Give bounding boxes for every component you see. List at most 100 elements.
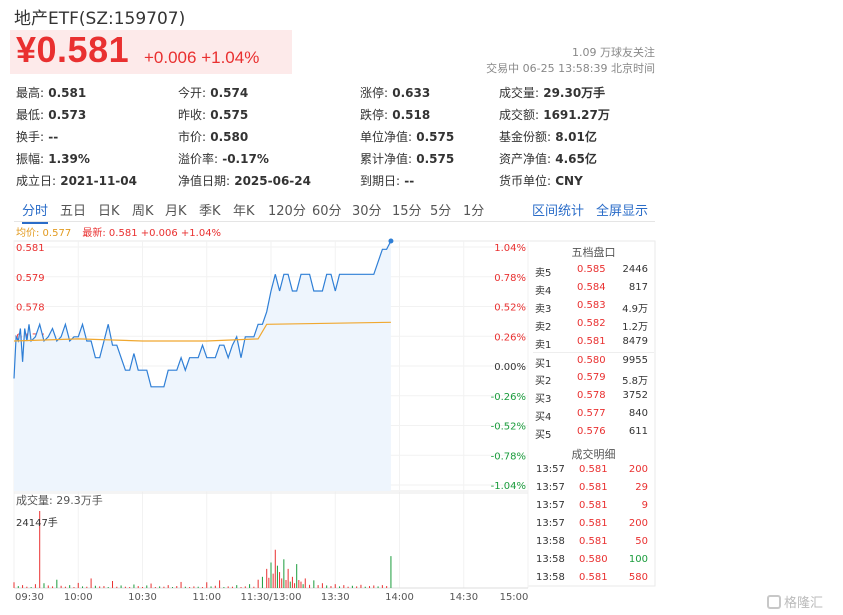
info-cell: 最低: 0.573 (16, 106, 86, 123)
tab-6[interactable]: 年K (233, 204, 255, 219)
orderbook-level: 卖2 (535, 322, 552, 333)
tab-1[interactable]: 五日 (60, 204, 87, 219)
avg-price-legend: 均价: 0.577 (16, 228, 72, 239)
info-label: 最低: (16, 108, 45, 122)
tab-8[interactable]: 60分 (312, 204, 342, 219)
orderbook-volume: 2446 (622, 264, 648, 275)
price-line (13, 240, 392, 388)
volume-max-label: 24147手 (16, 518, 58, 529)
trade-price: 0.581 (579, 500, 608, 511)
trade-row: 13:58 0.581 580 (533, 570, 654, 588)
orderbook-price: 0.580 (577, 355, 606, 366)
orderbook-level: 买4 (535, 412, 552, 423)
orderbook-volume: 5.8万 (622, 376, 648, 387)
tab-10[interactable]: 15分 (392, 204, 422, 219)
info-cell: 最高: 0.581 (16, 84, 86, 101)
info-label: 成交额: (499, 108, 540, 122)
trade-price: 0.581 (579, 464, 608, 475)
info-label: 净值日期: (178, 174, 231, 188)
info-cell: 跌停: 0.518 (360, 106, 430, 123)
orderbook-price: 0.581 (577, 336, 606, 347)
info-label: 资产净值: (499, 152, 552, 166)
trade-time: 13:57 (536, 464, 565, 475)
info-row: 最低: 0.573 昨收: 0.575 跌停: 0.518 成交额: 1691.27万 (16, 106, 656, 124)
info-cell: 溢价率: -0.17% (178, 150, 269, 167)
info-label: 成立日: (16, 174, 57, 188)
info-cell: 资产净值: 4.65亿 (499, 150, 597, 167)
info-cell: 成交额: 1691.27万 (499, 106, 610, 123)
y-right-tick: -1.04% (491, 481, 526, 492)
orderbook-price: 0.584 (577, 282, 606, 293)
tab-11[interactable]: 5分 (430, 204, 452, 219)
info-value: 2025-06-24 (230, 174, 311, 188)
trade-price: 0.581 (579, 518, 608, 529)
x-tick: 10:30 (128, 592, 157, 603)
info-cell: 货币单位: CNY (499, 172, 583, 189)
trade-volume: 100 (628, 554, 648, 565)
orderbook-level: 买3 (535, 394, 552, 405)
orderbook-price: 0.583 (577, 300, 606, 311)
y-right-tick: 0.78% (494, 273, 526, 284)
y-left-tick: 0.578 (16, 303, 45, 314)
fullscreen-link[interactable]: 全屏显示 (596, 204, 649, 219)
orderbook-volume: 3752 (622, 390, 648, 401)
range-stats-link[interactable]: 区间统计 (532, 204, 585, 219)
trade-price: 0.580 (579, 554, 608, 565)
info-label: 今开: (178, 86, 207, 100)
tab-0[interactable]: 分时 (22, 200, 49, 224)
orderbook-title: 五档盘口 (571, 246, 616, 259)
tab-4[interactable]: 月K (165, 204, 187, 219)
info-label: 涨停: (360, 86, 389, 100)
info-label: 货币单位: (499, 174, 552, 188)
trade-row: 13:57 0.581 9 (533, 498, 654, 516)
orderbook-level: 卖4 (535, 286, 552, 297)
orderbook-level: 买5 (535, 430, 552, 441)
orderbook-row: 卖2 0.582 1.2万 (533, 316, 654, 334)
trade-time: 13:57 (536, 518, 565, 529)
tab-9[interactable]: 30分 (352, 204, 382, 219)
trade-volume: 50 (635, 536, 648, 547)
info-row: 振幅: 1.39% 溢价率: -0.17% 累计净值: 0.575 资产净值: 4.6… (16, 150, 656, 168)
trade-time: 13:58 (536, 554, 565, 565)
tab-2[interactable]: 日K (98, 204, 120, 219)
trade-time: 13:57 (536, 500, 565, 511)
y-right-tick: -0.78% (491, 451, 526, 462)
orderbook-price: 0.578 (577, 390, 606, 401)
info-value: 0.518 (388, 108, 431, 122)
info-label: 累计净值: (360, 152, 413, 166)
trade-price: 0.581 (579, 536, 608, 547)
x-tick: 14:30 (449, 592, 478, 603)
tab-3[interactable]: 周K (132, 204, 154, 219)
info-value: 0.573 (44, 108, 87, 122)
tab-5[interactable]: 季K (199, 204, 221, 219)
trade-volume: 9 (641, 500, 648, 511)
latest-point (388, 238, 394, 244)
trades-title: 成交明细 (571, 448, 616, 461)
info-cell: 换手: -- (16, 128, 58, 145)
orderbook-price: 0.579 (577, 372, 606, 383)
orderbook-row: 买1 0.580 9955 (533, 352, 654, 370)
y-right-tick: 0.52% (494, 303, 526, 314)
info-cell: 到期日: -- (360, 172, 414, 189)
info-row: 成立日: 2021-11-04 净值日期: 2025-06-24 到期日: -- 货币… (16, 172, 656, 190)
orderbook-level: 卖5 (535, 268, 552, 279)
price-area (14, 241, 391, 491)
page-title: 地产ETF(SZ:159707) (14, 9, 186, 29)
price-highlight (10, 30, 292, 74)
info-value: 0.580 (206, 130, 249, 144)
chart-legend: 均价: 0.577 最新: 0.581 +0.006 +1.04% (16, 224, 221, 239)
orderbook-price: 0.577 (577, 408, 606, 419)
info-value: 8.01亿 (551, 130, 597, 144)
info-label: 跌停: (360, 108, 389, 122)
tab-7[interactable]: 120分 (268, 204, 306, 219)
info-label: 振幅: (16, 152, 45, 166)
info-value: 1691.27万 (539, 108, 610, 122)
orderbook-level: 买2 (535, 376, 552, 387)
orderbook-price: 0.585 (577, 264, 606, 275)
orderbook-row: 买2 0.579 5.8万 (533, 370, 654, 388)
y-left-tick: 0.581 (16, 243, 45, 254)
info-value: 29.30万手 (539, 86, 606, 100)
trade-price: 0.581 (579, 482, 608, 493)
tab-12[interactable]: 1分 (463, 204, 485, 219)
